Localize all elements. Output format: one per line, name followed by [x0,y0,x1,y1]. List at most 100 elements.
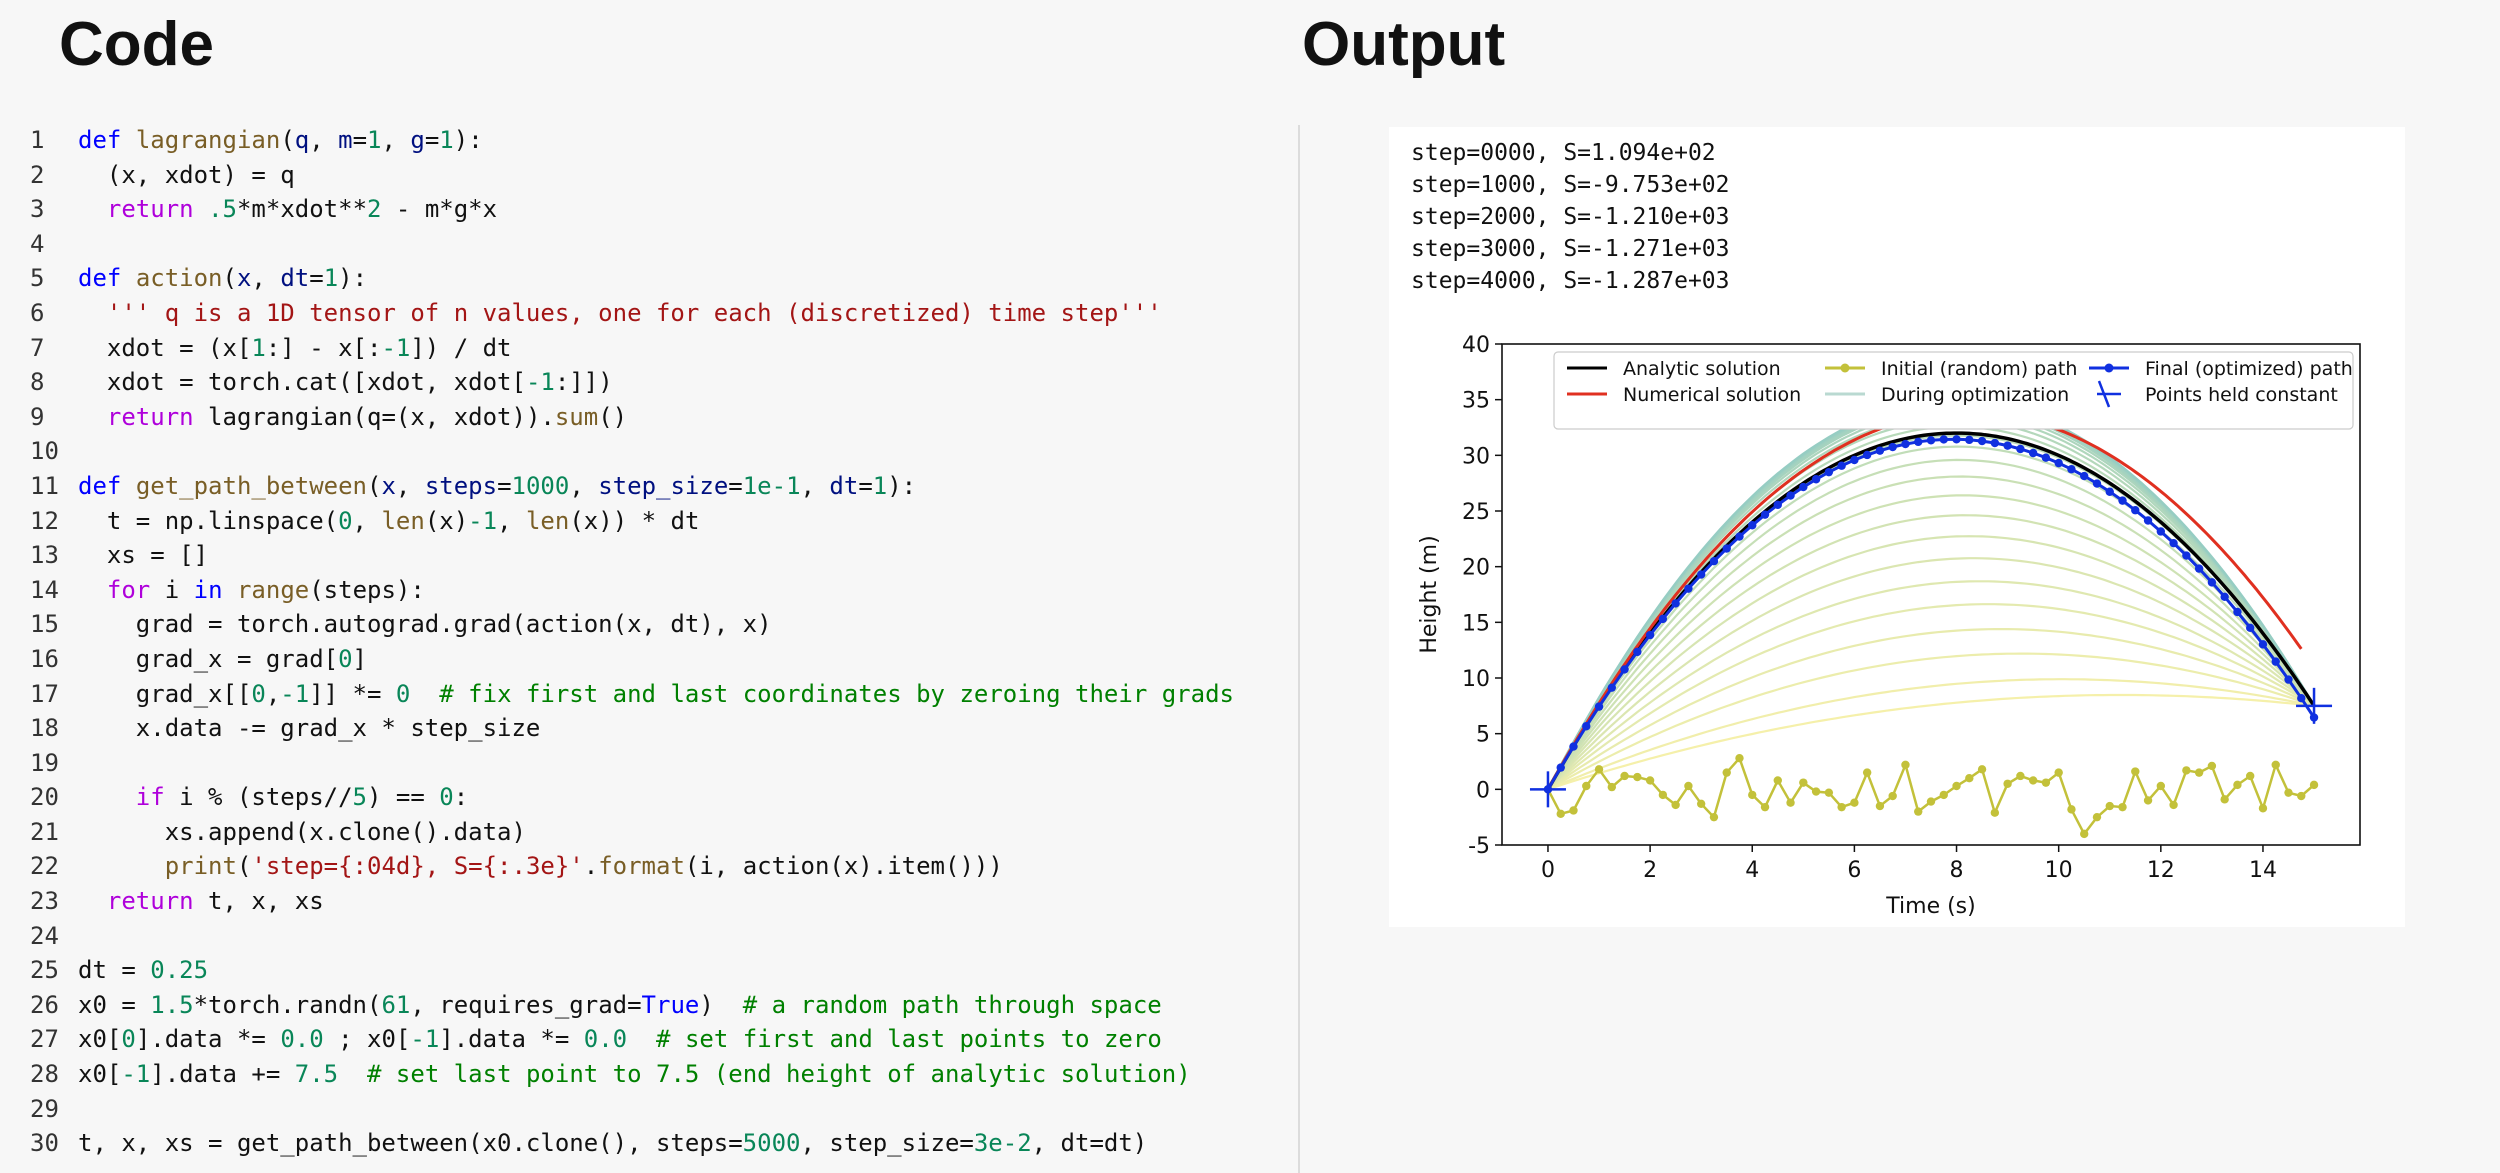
initial-path-point [2080,830,2088,838]
final-path-point [2169,539,2177,547]
final-path-point [2131,506,2139,514]
legend-label: During optimization [1881,384,2069,406]
final-path-point [2272,657,2280,665]
final-path-point [2016,445,2024,453]
legend-label: Initial (random) path [1881,358,2077,380]
final-path-point [2067,465,2075,473]
line-number: 19 [30,746,66,781]
final-path-point [2157,527,2165,535]
final-path-point [1646,631,1654,639]
y-tick-label: 35 [1462,389,1490,414]
initial-path-point [1774,776,1782,784]
initial-path-point [1684,782,1692,790]
initial-path-point [1595,765,1603,773]
initial-path-point [1876,802,1884,810]
initial-path-point [1582,782,1590,790]
initial-path-point [2182,766,2190,774]
code-text: t = np.linspace(0, len(x)-1, len(x)) * d… [78,504,699,539]
y-tick-label: 10 [1462,667,1490,692]
line-number: 16 [30,642,66,677]
initial-path-point [2233,781,2241,789]
code-text: dt = 0.25 [78,953,208,988]
initial-path-point [1710,813,1718,821]
y-tick-label: 5 [1476,723,1490,748]
optimization-path [1548,629,2314,789]
final-path-point [1837,462,1845,470]
final-path-point [1850,456,1858,464]
code-text: grad_x = grad[0] [78,642,367,677]
line-number: 24 [30,919,66,954]
legend-label: Numerical solution [1623,384,1801,406]
line-number: 8 [30,365,66,400]
initial-path-point [1697,800,1705,808]
final-path-point [1608,683,1616,691]
code-text: grad = torch.autograd.grad(action(x, dt)… [78,607,772,642]
final-path-point [1991,439,1999,447]
final-path-point [2195,564,2203,572]
initial-path-point [1799,778,1807,786]
initial-path-point [1608,783,1616,791]
final-path-point [2297,694,2305,702]
final-path-point [1697,570,1705,578]
legend-marker [2105,364,2114,373]
final-path-point [2042,454,2050,462]
initial-path-point [2042,778,2050,786]
final-path-point [1825,468,1833,476]
code-text: return t, x, xs [78,884,324,919]
final-path-point [1876,446,1884,454]
initial-path-point [1927,797,1935,805]
line-number: 20 [30,780,66,815]
final-path-point [1940,435,1948,443]
legend-marker [1841,364,1850,373]
initial-path-point [2144,796,2152,804]
initial-path-point [1940,791,1948,799]
line-number: 27 [30,1022,66,1057]
final-path-point [1633,648,1641,656]
initial-path-point [2169,801,2177,809]
code-text: def action(x, dt=1): [78,261,367,296]
code-text: xdot = torch.cat([xdot, xdot[-1:]]) [78,365,613,400]
line-number: 25 [30,953,66,988]
y-tick-label: 40 [1462,333,1490,358]
code-text: x.data -= grad_x * step_size [78,711,540,746]
initial-path-point [1978,765,1986,773]
x-tick-label: 8 [1950,858,1964,883]
code-text: x0[0].data *= 0.0 ; x0[-1].data *= 0.0 #… [78,1022,1162,1057]
initial-path-point [2029,776,2037,784]
initial-path-point [1914,807,1922,815]
initial-path-point [2118,803,2126,811]
initial-path-point [2259,804,2267,812]
initial-path-point [2208,762,2216,770]
initial-path-point [1812,787,1820,795]
line-number: 13 [30,538,66,573]
code-text: (x, xdot) = q [78,158,295,193]
initial-path-point [1850,798,1858,806]
final-path-point [1927,436,1935,444]
legend-label: Final (optimized) path [2145,358,2353,380]
final-path-point [1965,436,1973,444]
line-number: 26 [30,988,66,1023]
initial-path-point [2054,768,2062,776]
legend: Analytic solution Numerical solution Initi… [1554,352,2353,429]
x-tick-label: 6 [1847,858,1861,883]
x-tick-label: 4 [1745,858,1759,883]
initial-path-point [1952,782,1960,790]
y-tick-label: 0 [1476,778,1490,803]
final-path-point [1774,501,1782,509]
line-number: 7 [30,331,66,366]
final-path-point [1582,722,1590,730]
legend-label: Analytic solution [1623,358,1781,380]
legend-label: Points held constant [2145,384,2338,406]
final-path-point [2054,459,2062,467]
x-tick-label: 10 [2045,858,2073,883]
code-text: for i in range(steps): [78,573,425,608]
final-path-point [2029,449,2037,457]
final-path-point [1799,483,1807,491]
optimization-path [1548,536,2314,789]
y-tick-label: 30 [1462,444,1490,469]
initial-path-point [1901,761,1909,769]
code-text: def lagrangian(q, m=1, g=1): [78,123,483,158]
initial-path-point [2067,805,2075,813]
initial-path-point [1646,776,1654,784]
initial-path-point [1837,803,1845,811]
